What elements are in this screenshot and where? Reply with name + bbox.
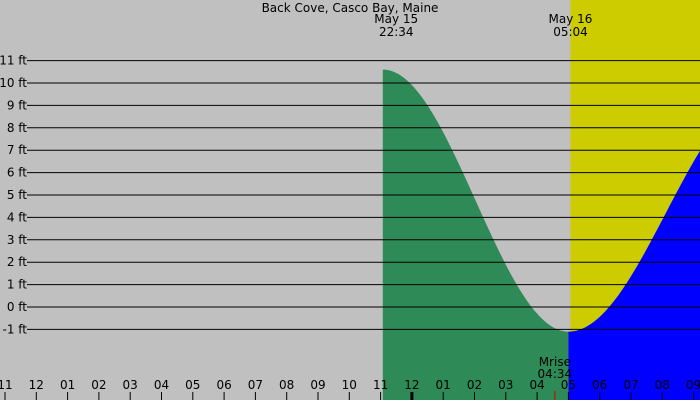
hour-axis: 11 12 01 02 03 04 05 06 07 08 09 10 11 12 01 02 03 04 05 06… xyxy=(0,378,700,400)
rising-tide-area xyxy=(568,150,700,400)
hour-tick-label: 02 xyxy=(91,378,106,392)
hour-tick-label: 11 xyxy=(373,378,388,392)
height-tick-label: 4 ft xyxy=(7,210,27,224)
height-tick-label: 3 ft xyxy=(7,233,27,247)
hour-tick-label: 03 xyxy=(123,378,138,392)
hour-tick-label: 01 xyxy=(436,378,451,392)
hour-tick-label: 03 xyxy=(498,378,513,392)
tide-date-label: May 15 xyxy=(374,12,418,26)
hour-tick-label: 11 xyxy=(0,378,13,392)
chart-title: Back Cove, Casco Bay, Maine xyxy=(262,1,439,15)
height-tick-label: 8 ft xyxy=(7,121,27,135)
hour-tick-label: 10 xyxy=(342,378,357,392)
hour-tick-label: 12 xyxy=(404,378,419,392)
height-tick-label: 2 ft xyxy=(7,255,27,269)
height-tick-label: 5 ft xyxy=(7,188,27,202)
hour-tick-label: 08 xyxy=(655,378,670,392)
height-tick-label: 10 ft xyxy=(0,76,27,90)
hour-tick-label: 04 xyxy=(154,378,169,392)
tide-time-label: 05:04 xyxy=(553,25,588,39)
hour-tick-label: 12 xyxy=(29,378,44,392)
height-gridlines xyxy=(27,60,700,330)
hour-tick-label: 05 xyxy=(185,378,200,392)
falling-tide-area xyxy=(382,69,569,400)
hour-tick-label: 07 xyxy=(623,378,638,392)
hour-tick-label: 07 xyxy=(248,378,263,392)
height-axis-labels: 11 ft 10 ft 9 ft 8 ft 7 ft 6 ft 5 ft 4 ft 3 ft 2 … xyxy=(0,54,27,337)
hour-tick-label: 04 xyxy=(529,378,544,392)
tide-areas xyxy=(382,69,700,400)
hour-tick-label: 02 xyxy=(467,378,482,392)
hour-tick-label: 09 xyxy=(310,378,325,392)
height-tick-label: 6 ft xyxy=(7,166,27,180)
height-tick-label: 0 ft xyxy=(7,300,27,314)
moon-event-time: 04:34 xyxy=(538,367,573,381)
height-tick-label: -1 ft xyxy=(3,322,28,336)
height-tick-label: 11 ft xyxy=(0,54,27,68)
hour-tick-label: 06 xyxy=(592,378,607,392)
hour-tick-label: 05 xyxy=(561,378,576,392)
height-tick-label: 1 ft xyxy=(7,278,27,292)
tide-time-label: 22:34 xyxy=(379,25,414,39)
tide-date-label: May 16 xyxy=(549,12,593,26)
hour-tick-label: 08 xyxy=(279,378,294,392)
height-tick-label: 7 ft xyxy=(7,143,27,157)
hour-tick-label: 01 xyxy=(60,378,75,392)
moon-event-label: Mrise xyxy=(539,355,571,369)
hour-tick-label: 06 xyxy=(216,378,231,392)
hour-tick-label: 09 xyxy=(686,378,700,392)
height-tick-label: 9 ft xyxy=(7,98,27,112)
